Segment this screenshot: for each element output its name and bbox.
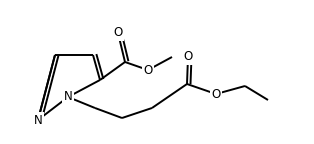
Text: O: O — [143, 64, 153, 76]
Text: O: O — [183, 51, 192, 64]
Text: O: O — [211, 88, 221, 101]
Text: N: N — [64, 90, 72, 104]
Text: O: O — [113, 26, 123, 39]
Text: N: N — [34, 113, 42, 126]
